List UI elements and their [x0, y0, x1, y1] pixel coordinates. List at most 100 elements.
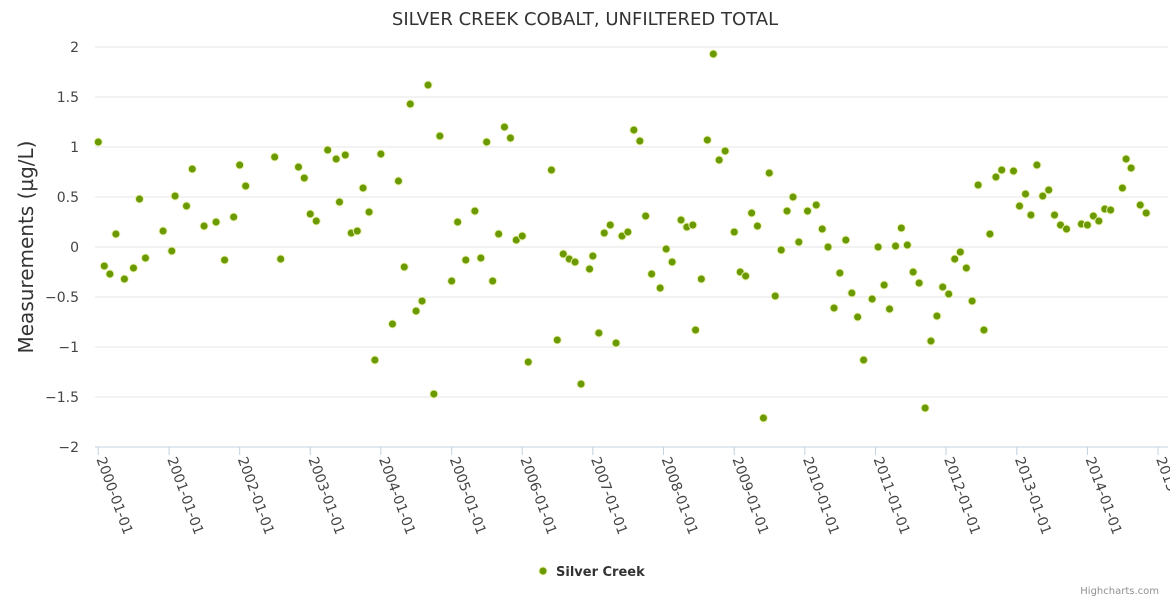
- data-point[interactable]: [950, 254, 960, 264]
- data-point[interactable]: [494, 229, 504, 239]
- data-point[interactable]: [803, 206, 813, 216]
- data-point[interactable]: [429, 389, 439, 399]
- data-point[interactable]: [1082, 220, 1092, 230]
- data-point[interactable]: [461, 255, 471, 265]
- data-point[interactable]: [358, 183, 368, 193]
- data-point[interactable]: [1094, 216, 1104, 226]
- data-point[interactable]: [370, 355, 380, 365]
- data-point[interactable]: [187, 164, 197, 174]
- data-point[interactable]: [688, 220, 698, 230]
- data-point[interactable]: [770, 291, 780, 301]
- data-point[interactable]: [220, 255, 230, 265]
- data-point[interactable]: [823, 242, 833, 252]
- data-point[interactable]: [1062, 224, 1072, 234]
- data-point[interactable]: [811, 200, 821, 210]
- data-point[interactable]: [1050, 210, 1060, 220]
- data-point[interactable]: [764, 168, 774, 178]
- data-point[interactable]: [376, 149, 386, 159]
- data-point[interactable]: [641, 211, 651, 221]
- data-point[interactable]: [453, 217, 463, 227]
- data-point[interactable]: [1141, 208, 1151, 218]
- data-point[interactable]: [140, 253, 150, 263]
- data-point[interactable]: [647, 269, 657, 279]
- data-point[interactable]: [599, 228, 609, 238]
- data-point[interactable]: [1038, 191, 1048, 201]
- data-point[interactable]: [235, 160, 245, 170]
- data-point[interactable]: [585, 264, 595, 274]
- data-point[interactable]: [93, 137, 103, 147]
- data-point[interactable]: [128, 263, 138, 273]
- data-point[interactable]: [752, 221, 762, 231]
- data-point[interactable]: [170, 191, 180, 201]
- data-point[interactable]: [393, 176, 403, 186]
- data-point[interactable]: [985, 229, 995, 239]
- data-point[interactable]: [158, 226, 168, 236]
- data-point[interactable]: [99, 261, 109, 271]
- data-point[interactable]: [902, 240, 912, 250]
- data-point[interactable]: [499, 122, 509, 132]
- data-point[interactable]: [417, 296, 427, 306]
- data-point[interactable]: [873, 242, 883, 252]
- data-point[interactable]: [1009, 166, 1019, 176]
- legend[interactable]: Silver Creek: [538, 565, 645, 580]
- data-point[interactable]: [867, 294, 877, 304]
- data-point[interactable]: [134, 194, 144, 204]
- data-point[interactable]: [364, 207, 374, 217]
- data-point[interactable]: [655, 283, 665, 293]
- data-point[interactable]: [211, 217, 221, 227]
- data-point[interactable]: [961, 263, 971, 273]
- data-point[interactable]: [517, 231, 527, 241]
- data-point[interactable]: [167, 246, 177, 256]
- data-point[interactable]: [891, 241, 901, 251]
- data-point[interactable]: [111, 229, 121, 239]
- data-point[interactable]: [594, 328, 604, 338]
- data-point[interactable]: [794, 237, 804, 247]
- data-point[interactable]: [1121, 154, 1131, 164]
- data-point[interactable]: [979, 325, 989, 335]
- data-point[interactable]: [853, 312, 863, 322]
- data-point[interactable]: [387, 319, 397, 329]
- data-point[interactable]: [920, 403, 930, 413]
- data-point[interactable]: [944, 289, 954, 299]
- data-point[interactable]: [896, 223, 906, 233]
- data-point[interactable]: [570, 257, 580, 267]
- data-point[interactable]: [119, 274, 129, 284]
- data-point[interactable]: [1015, 201, 1025, 211]
- data-point[interactable]: [908, 267, 918, 277]
- data-point[interactable]: [399, 262, 409, 272]
- data-point[interactable]: [276, 254, 286, 264]
- data-point[interactable]: [334, 197, 344, 207]
- data-point[interactable]: [323, 145, 333, 155]
- credits-link[interactable]: Highcharts.com: [1080, 586, 1159, 597]
- data-point[interactable]: [708, 49, 718, 59]
- data-point[interactable]: [629, 125, 639, 135]
- data-point[interactable]: [299, 173, 309, 183]
- data-point[interactable]: [199, 221, 209, 231]
- data-point[interactable]: [938, 282, 948, 292]
- data-point[interactable]: [605, 220, 615, 230]
- data-point[interactable]: [470, 206, 480, 216]
- data-point[interactable]: [411, 306, 421, 316]
- data-point[interactable]: [991, 172, 1001, 182]
- data-point[interactable]: [914, 278, 924, 288]
- data-point[interactable]: [447, 276, 457, 286]
- data-point[interactable]: [729, 227, 739, 237]
- data-point[interactable]: [1135, 200, 1145, 210]
- legend-marker[interactable]: [538, 566, 548, 576]
- legend-item-silver-creek[interactable]: Silver Creek: [556, 565, 645, 580]
- data-point[interactable]: [1088, 211, 1098, 221]
- data-point[interactable]: [661, 244, 671, 254]
- data-point[interactable]: [552, 335, 562, 345]
- data-point[interactable]: [311, 216, 321, 226]
- data-point[interactable]: [667, 257, 677, 267]
- data-point[interactable]: [782, 206, 792, 216]
- data-point[interactable]: [623, 227, 633, 237]
- data-point[interactable]: [835, 268, 845, 278]
- data-point[interactable]: [576, 379, 586, 389]
- data-point[interactable]: [331, 154, 341, 164]
- data-point[interactable]: [405, 99, 415, 109]
- data-point[interactable]: [482, 137, 492, 147]
- data-point[interactable]: [817, 224, 827, 234]
- data-point[interactable]: [676, 215, 686, 225]
- data-point[interactable]: [691, 325, 701, 335]
